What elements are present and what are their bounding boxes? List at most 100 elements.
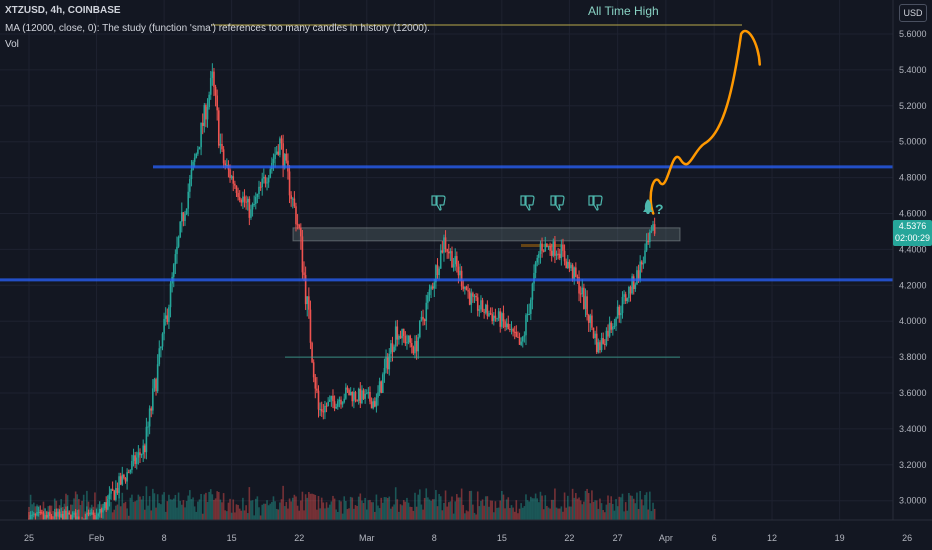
candle-body	[148, 408, 151, 427]
volume-bar	[642, 505, 645, 520]
volume-bar	[192, 497, 194, 520]
candle-body	[142, 445, 144, 455]
volume-bar	[566, 495, 569, 520]
candle-body	[608, 322, 611, 337]
volume-bar	[571, 488, 574, 520]
candle-body	[637, 270, 640, 281]
volume-bar	[134, 501, 136, 520]
volume-bar	[103, 502, 106, 520]
volume-bar	[539, 491, 542, 520]
volume-bar	[354, 505, 357, 520]
volume-bar	[316, 509, 318, 520]
candle-body	[248, 198, 251, 218]
volume-bar	[510, 505, 513, 520]
x-tick-label: 8	[162, 533, 167, 543]
volume-bar	[254, 498, 257, 520]
candle-body	[415, 340, 418, 352]
volume-bar	[311, 493, 313, 520]
candle-body	[570, 264, 572, 269]
volume-bar	[636, 492, 638, 520]
volume-bar	[246, 513, 249, 520]
candle-body	[327, 401, 329, 407]
x-tick-label: 25	[24, 533, 34, 543]
volume-bar	[129, 497, 132, 520]
volume-bar	[193, 506, 196, 520]
candle-body	[510, 329, 513, 331]
volume-bar	[406, 497, 408, 520]
candle-body	[607, 330, 609, 337]
candle-body	[447, 251, 450, 254]
candle-body	[283, 153, 286, 168]
volume-bar	[412, 510, 415, 520]
candle-body	[378, 381, 381, 393]
volume-bar	[597, 508, 600, 520]
candle-body	[158, 348, 161, 365]
volume-bar	[172, 498, 175, 520]
volume-bar	[251, 500, 254, 520]
volume-bar	[382, 502, 384, 520]
volume-bar	[333, 498, 336, 520]
volume-bar	[399, 504, 402, 520]
volume-bar	[523, 506, 526, 520]
candle-body	[330, 395, 333, 400]
x-tick-label: 27	[613, 533, 623, 543]
volume-bar	[518, 508, 521, 520]
candle-body	[425, 302, 428, 322]
volume-bar	[525, 494, 527, 520]
y-tick-label: 4.6000	[899, 209, 927, 219]
candles[interactable]	[28, 63, 656, 532]
volume-bar	[156, 494, 159, 520]
horizontal-levels[interactable]	[0, 24, 893, 358]
volume-bar	[542, 509, 545, 520]
candle-body	[187, 191, 190, 209]
volume-bar	[111, 512, 114, 520]
candle-body	[139, 452, 141, 456]
candle-body	[541, 243, 543, 251]
volume-bar	[356, 506, 358, 520]
candle-body	[97, 513, 99, 517]
study-notice: MA (12000, close, 0): The study (functio…	[5, 23, 430, 34]
candle-body	[359, 388, 362, 404]
volume-bar	[227, 502, 230, 520]
volume-bar	[652, 502, 654, 520]
rocket-icon	[643, 199, 653, 214]
volume-bar	[296, 505, 299, 520]
candle-body	[137, 452, 140, 458]
candle-body	[176, 246, 178, 255]
volume-bar	[464, 513, 466, 520]
candle-body	[388, 353, 391, 370]
volume-bar	[300, 500, 302, 520]
volume-bar	[640, 499, 643, 520]
volume-bar	[541, 495, 543, 520]
volume-bar	[568, 506, 571, 520]
candle-body	[195, 153, 198, 158]
volume-bar	[81, 500, 83, 520]
candle-body	[525, 315, 527, 336]
question-mark-icon: ?	[655, 201, 664, 217]
candle-body	[246, 198, 249, 203]
volume-bar	[550, 499, 553, 520]
candle-body	[264, 176, 267, 184]
projection-path[interactable]	[649, 29, 761, 215]
volume-bar	[505, 499, 508, 520]
candle-body	[164, 315, 167, 319]
candle-body	[74, 512, 77, 525]
candle-body	[280, 138, 283, 144]
currency-button[interactable]: USD	[899, 4, 927, 22]
volume-bar	[105, 506, 107, 520]
volume-bar	[290, 501, 292, 520]
volume-bar	[441, 510, 444, 520]
volume-bar	[224, 510, 227, 520]
candle-body	[539, 243, 542, 254]
volume-bar	[39, 509, 42, 520]
candle-body	[531, 283, 534, 300]
volume-bar	[94, 492, 96, 520]
volume-bar	[607, 495, 609, 520]
volume-bar	[291, 497, 294, 520]
candle-body	[591, 315, 593, 328]
volume-bar	[211, 494, 214, 520]
candle-body	[544, 243, 547, 252]
candle-body	[628, 286, 630, 299]
